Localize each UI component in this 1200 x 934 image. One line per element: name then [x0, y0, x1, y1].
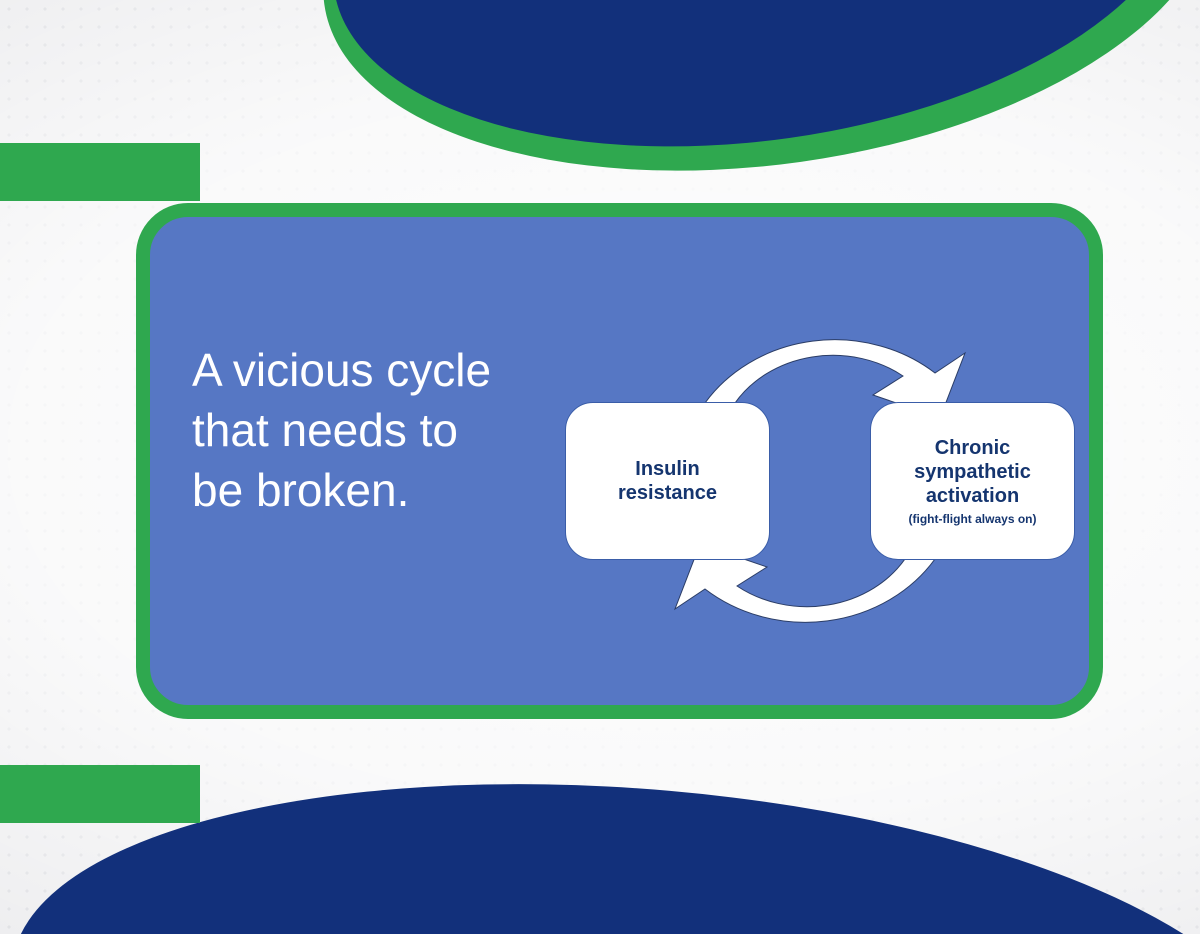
cycle-arrow-bottom — [645, 559, 995, 719]
slide-canvas: A vicious cycle that needs to be broken.… — [0, 0, 1200, 934]
cycle-node-sympathetic-label: Chronic sympathetic activation — [889, 436, 1056, 508]
headline-text: A vicious cycle that needs to be broken. — [192, 341, 492, 520]
bottom-navy-blob — [0, 735, 1200, 934]
content-card: A vicious cycle that needs to be broken.… — [136, 203, 1103, 719]
cycle-node-insulin: Insulin resistance — [565, 402, 770, 560]
top-green-bar — [0, 143, 200, 201]
card-inner: A vicious cycle that needs to be broken.… — [150, 217, 1089, 705]
cycle-node-sympathetic-sublabel: (fight-flight always on) — [909, 512, 1037, 526]
cycle-arrow-top — [645, 243, 995, 403]
top-navy-blob — [305, 0, 1200, 198]
cycle-diagram: Insulin resistance Chronic sympathetic a… — [510, 237, 1100, 717]
bottom-green-bar — [0, 765, 200, 823]
cycle-node-insulin-label: Insulin resistance — [584, 457, 751, 505]
cycle-node-sympathetic: Chronic sympathetic activation (fight-fl… — [870, 402, 1075, 560]
